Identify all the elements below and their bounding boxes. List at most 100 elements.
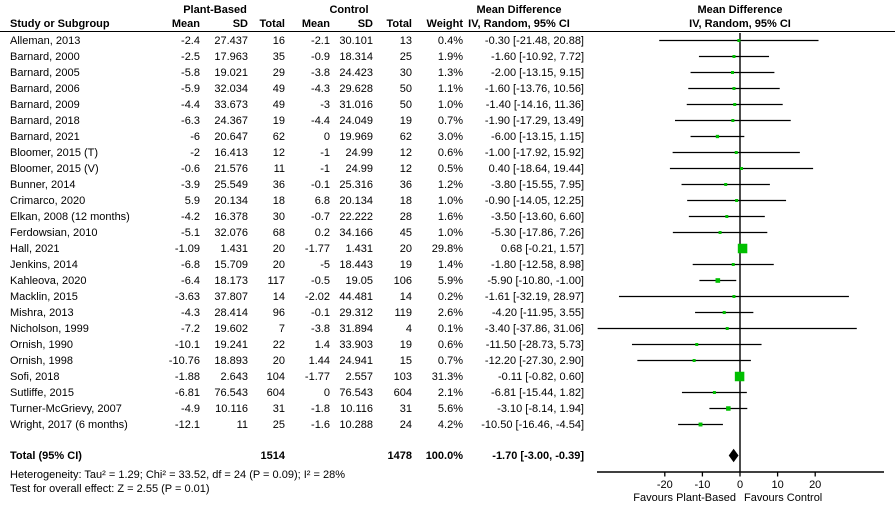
c-sd: 18.443 <box>339 258 373 271</box>
c-mean: 0 <box>323 386 330 399</box>
study-name: Barnard, 2021 <box>10 130 80 143</box>
effect-marker <box>715 278 721 283</box>
axis-tick-label: 20 <box>809 479 821 491</box>
pb-total: 12 <box>272 146 285 159</box>
pb-sd: 18.173 <box>214 274 248 287</box>
study-row: Elkan, 2008 (12 months) -4.2 16.378 30 -0.7 2… <box>0 209 895 225</box>
study-row: Sutliffe, 2015 -6.81 76.543 604 0 76.543 604 2.… <box>0 385 895 401</box>
plot-header-md-ci: IV, Random, 95% CI <box>689 18 791 30</box>
col-header-md-ci: IV, Random, 95% CI <box>468 18 570 30</box>
effect-marker <box>731 263 735 266</box>
pb-sd: 25.549 <box>214 178 248 191</box>
study-row: Turner-McGrievy, 2007 -4.9 10.116 31 -1.8 10.… <box>0 401 895 417</box>
c-sd: 76.543 <box>339 386 373 399</box>
weight: 0.5% <box>437 162 463 175</box>
c-mean: -4.3 <box>311 82 330 95</box>
c-total: 19 <box>399 338 412 351</box>
weight: 4.2% <box>437 418 463 431</box>
pb-sd: 17.963 <box>214 50 248 63</box>
weight: 1.0% <box>437 194 463 207</box>
pb-mean: -4.4 <box>181 98 200 111</box>
md-ci-text: 0.40 [-18.64, 19.44] <box>488 162 584 175</box>
pb-mean: -7.2 <box>181 322 200 335</box>
study-name: Bloomer, 2015 (V) <box>10 162 99 175</box>
group-header-plant-based: Plant-Based <box>183 4 247 16</box>
c-sd: 10.288 <box>339 418 373 431</box>
study-name: Jenkins, 2014 <box>10 258 78 271</box>
effect-marker <box>692 359 696 362</box>
pb-mean: -5.8 <box>181 66 200 79</box>
total-pb-n: 1514 <box>260 450 285 462</box>
pb-total: 11 <box>273 162 285 175</box>
pb-total: 68 <box>272 226 285 239</box>
study-name: Alleman, 2013 <box>10 34 81 47</box>
pb-sd: 20.134 <box>214 194 248 207</box>
md-ci-text: -4.20 [-11.95, 3.55] <box>491 306 584 319</box>
weight: 0.1% <box>437 322 463 335</box>
md-ci-text: -1.90 [-17.29, 13.49] <box>484 114 584 127</box>
pb-mean: -3.63 <box>174 290 200 303</box>
weight: 1.2% <box>437 178 463 191</box>
c-total: 106 <box>393 274 412 287</box>
header-divider <box>0 31 895 33</box>
c-total: 12 <box>399 146 412 159</box>
pb-mean: -2.4 <box>181 34 200 47</box>
study-name: Bloomer, 2015 (T) <box>10 146 99 159</box>
pb-total: 20 <box>272 242 285 255</box>
effect-marker <box>733 103 737 106</box>
pb-mean: -12.1 <box>174 418 200 431</box>
effect-marker <box>731 119 735 122</box>
axis-tick-label: 10 <box>771 479 783 491</box>
weight: 1.0% <box>437 226 463 239</box>
study-row: Ferdowsian, 2010 -5.1 32.076 68 0.2 34.166 45 1… <box>0 225 895 241</box>
weight: 0.7% <box>437 354 463 367</box>
study-name: Crimarco, 2020 <box>10 194 86 207</box>
pb-mean: -4.2 <box>181 210 200 223</box>
study-name: Barnard, 2005 <box>10 66 80 79</box>
c-sd: 24.99 <box>345 162 373 175</box>
md-ci-text: -6.81 [-15.44, 1.82] <box>491 386 584 399</box>
pb-mean: -2 <box>190 146 200 159</box>
pb-sd: 18.893 <box>214 354 248 367</box>
c-total: 36 <box>399 178 412 191</box>
study-row: Ornish, 1998 -10.76 18.893 20 1.44 24.941 15 0.… <box>0 353 895 369</box>
effect-marker <box>718 231 722 234</box>
axis-tick-label: -10 <box>694 479 710 491</box>
summary-diamond <box>728 448 739 463</box>
total-md-ci: -1.70 [-3.00, -0.39] <box>492 450 584 462</box>
pb-sd: 16.413 <box>214 146 248 159</box>
md-plot-title: Mean Difference <box>697 4 783 16</box>
study-name: Turner-McGrievy, 2007 <box>10 402 122 415</box>
c-sd: 24.423 <box>339 66 373 79</box>
weight: 1.4% <box>437 258 463 271</box>
study-row: Jenkins, 2014 -6.8 15.709 20 -5 18.443 19 1.4% -… <box>0 257 895 273</box>
md-ci-text: -1.60 [-13.76, 10.56] <box>484 82 584 95</box>
c-sd: 24.049 <box>339 114 373 127</box>
study-row: Crimarco, 2020 5.9 20.134 18 6.8 20.134 18 1.0%… <box>0 193 895 209</box>
c-sd: 18.314 <box>339 50 373 63</box>
c-mean: -3 <box>320 98 330 111</box>
c-sd: 30.101 <box>339 34 373 47</box>
study-row: Barnard, 2006 -5.9 32.034 49 -4.3 29.628 50 1.1… <box>0 81 895 97</box>
study-name: Sutliffe, 2015 <box>10 386 75 399</box>
pb-mean: -4.3 <box>181 306 200 319</box>
effect-marker <box>732 295 736 298</box>
c-total: 119 <box>394 306 412 319</box>
weight: 5.6% <box>437 402 463 415</box>
effect-marker <box>724 183 728 186</box>
pb-mean: -6.8 <box>181 258 200 271</box>
md-ci-text: -1.61 [-32.19, 28.97] <box>484 290 584 303</box>
c-sd: 20.134 <box>339 194 373 207</box>
md-ci-text: -1.80 [-12.58, 8.98] <box>491 258 584 271</box>
study-row: Barnard, 2021 -6 20.647 62 0 19.969 62 3.0% -6.0… <box>0 129 895 145</box>
c-mean: 1.44 <box>308 354 330 367</box>
study-name: Hall, 2021 <box>10 242 60 255</box>
md-ci-text: 0.68 [-0.21, 1.57] <box>500 242 584 255</box>
pb-mean: -3.9 <box>181 178 200 191</box>
pb-sd: 32.076 <box>214 226 248 239</box>
c-sd: 22.222 <box>339 210 373 223</box>
pb-total: 117 <box>267 274 285 287</box>
md-ci-text: -0.90 [-14.05, 12.25] <box>484 194 584 207</box>
md-ci-text: -1.60 [-10.92, 7.72] <box>491 50 584 63</box>
